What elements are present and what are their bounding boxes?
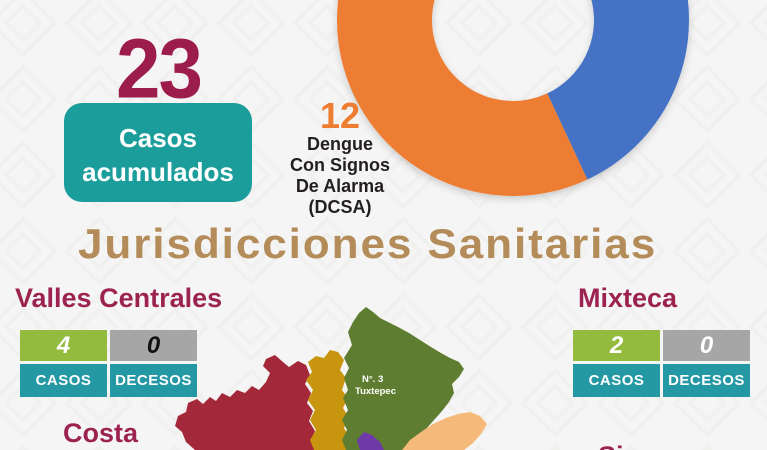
svg-text:N°. 3: N°. 3 xyxy=(362,374,383,385)
svg-text:Tuxtepec: Tuxtepec xyxy=(355,386,396,397)
